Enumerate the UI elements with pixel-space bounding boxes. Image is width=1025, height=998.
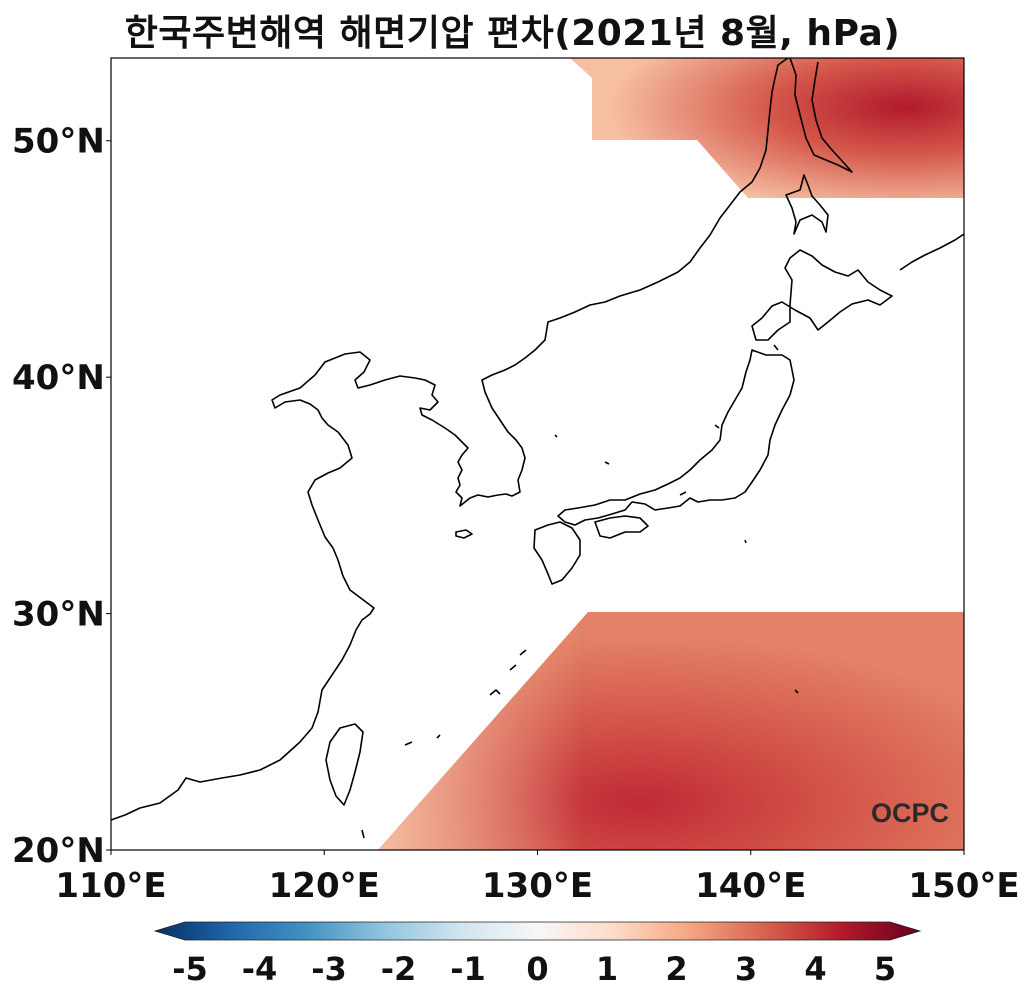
colorbar-ticks: -5 -4 -3 -2 -1 0 1 2 3 4 5 (172, 950, 896, 988)
colorbar-scale (153, 921, 922, 941)
colorbar-tick-label: -1 (450, 950, 486, 988)
hokkaido-coast (751, 249, 893, 341)
colorbar: -5 -4 -3 -2 -1 0 1 2 3 4 5 (153, 921, 922, 988)
latitude-axis: 20°N 30°N 40°N 50°N (12, 122, 111, 871)
colorbar-tick-label: -3 (311, 950, 347, 988)
colorbar-tick-label: -4 (242, 950, 278, 988)
coastlines (111, 58, 964, 839)
anomaly-region-south-edge (378, 612, 964, 850)
honshu-coast (557, 349, 795, 526)
lat-tick-label: 30°N (12, 595, 105, 635)
colorbar-tick-label: -2 (381, 950, 417, 988)
colorbar-tick-label: -5 (172, 950, 208, 988)
lat-tick-label: 50°N (12, 122, 105, 162)
lat-tick-label: 40°N (12, 358, 105, 398)
colorbar-tick-label: 1 (596, 950, 618, 988)
lon-tick-label: 110°E (55, 866, 166, 906)
kamchatka-coast (899, 233, 964, 271)
lon-tick-label: 130°E (482, 866, 593, 906)
anomaly-region-north (570, 58, 964, 198)
lon-tick-label: 120°E (269, 866, 380, 906)
colorbar-tick-label: 0 (526, 950, 548, 988)
sakhalin-channel-coast (789, 58, 853, 173)
colorbar-tick-label: 3 (735, 950, 757, 988)
jeju-coast (455, 529, 473, 539)
longitude-axis: 110°E 120°E 130°E 140°E 150°E (55, 850, 1020, 906)
sakhalin-coast (785, 174, 829, 235)
ocpc-logo: OCPC (871, 798, 949, 828)
lat-tick-label: 20°N (12, 831, 105, 871)
minor-islands (361, 344, 799, 839)
colorbar-tick-label: 4 (804, 950, 826, 988)
colorbar-tick-label: 2 (665, 950, 687, 988)
map-title: 한국주변해역 해면기압 편차(2021년 8월, hPa) (124, 13, 901, 54)
shikoku-coast (594, 515, 649, 539)
colorbar-tick-label: 5 (874, 950, 896, 988)
taiwan-coast (325, 723, 364, 806)
lon-tick-label: 140°E (695, 866, 806, 906)
lon-tick-label: 150°E (908, 866, 1019, 906)
anomaly-fields (378, 58, 964, 850)
kyushu-coast (533, 521, 581, 585)
mainland-coast (111, 58, 789, 821)
